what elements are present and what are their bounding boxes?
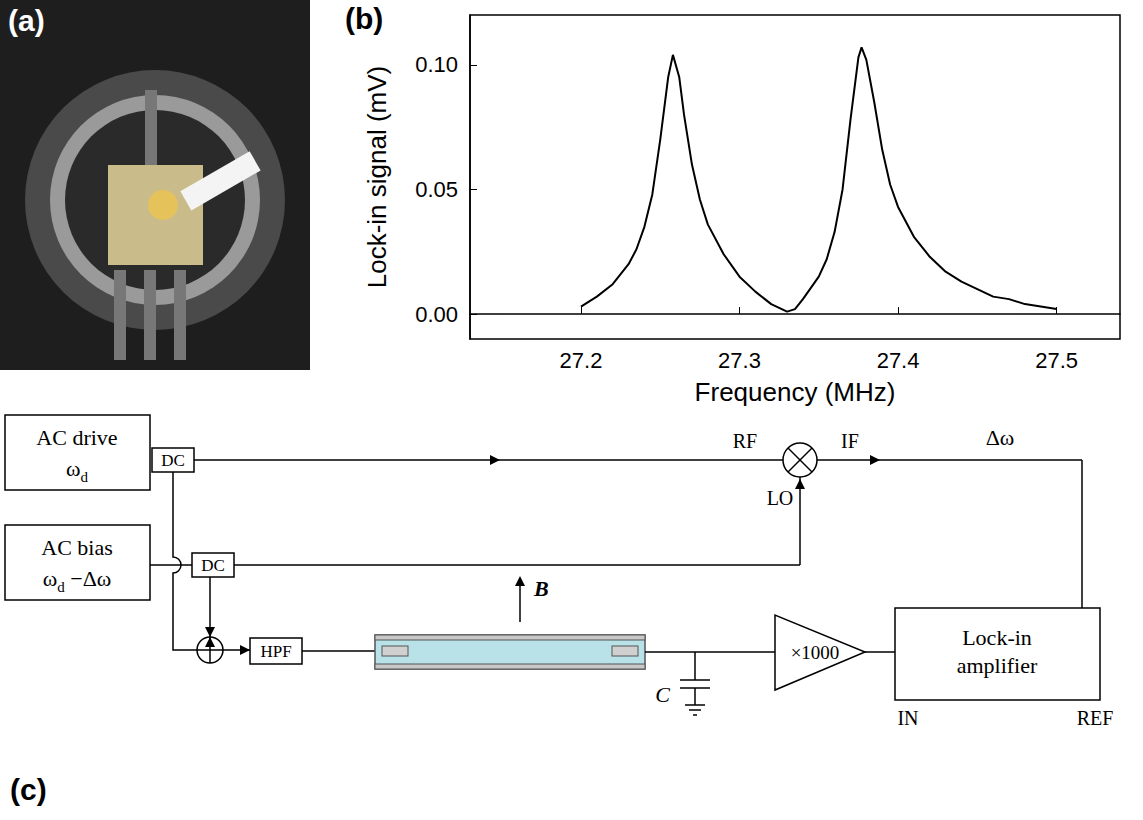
svg-text:HPF: HPF bbox=[260, 642, 291, 661]
svg-text:DC: DC bbox=[201, 556, 225, 575]
svg-text:Δω: Δω bbox=[986, 425, 1015, 450]
html-text:(a): (a) bbox=[8, 4, 45, 37]
svg-text:27.4: 27.4 bbox=[877, 348, 920, 373]
svg-text:0.10: 0.10 bbox=[415, 52, 458, 77]
svg-text:IF: IF bbox=[841, 430, 859, 452]
svg-text:×1000: ×1000 bbox=[791, 642, 840, 663]
svg-text:REF: REF bbox=[1077, 707, 1114, 729]
svg-text:AC bias: AC bias bbox=[41, 535, 113, 560]
svg-text:ωd −Δω: ωd −Δω bbox=[43, 566, 112, 595]
svg-text:ωd: ωd bbox=[66, 456, 88, 485]
svg-text:27.2: 27.2 bbox=[560, 348, 603, 373]
svg-text:0.00: 0.00 bbox=[415, 302, 458, 327]
svg-text:IN: IN bbox=[897, 707, 918, 729]
svg-text:0.05: 0.05 bbox=[415, 177, 458, 202]
svg-text:LO: LO bbox=[767, 487, 794, 509]
svg-text:Lock-in signal (mV): Lock-in signal (mV) bbox=[362, 66, 392, 289]
svg-text:27.5: 27.5 bbox=[1035, 348, 1078, 373]
html-text:(c): (c) bbox=[10, 773, 47, 806]
svg-text:RF: RF bbox=[733, 430, 757, 452]
svg-text:AC drive: AC drive bbox=[36, 425, 117, 450]
html-text:(b): (b) bbox=[345, 2, 384, 35]
svg-text:C: C bbox=[655, 682, 670, 707]
svg-text:27.3: 27.3 bbox=[718, 348, 761, 373]
svg-text:Lock-in: Lock-in bbox=[962, 625, 1032, 650]
svg-text:DC: DC bbox=[161, 451, 185, 470]
svg-text:Frequency (MHz): Frequency (MHz) bbox=[695, 377, 896, 407]
svg-text:B: B bbox=[533, 576, 549, 601]
svg-text:amplifier: amplifier bbox=[957, 653, 1038, 678]
